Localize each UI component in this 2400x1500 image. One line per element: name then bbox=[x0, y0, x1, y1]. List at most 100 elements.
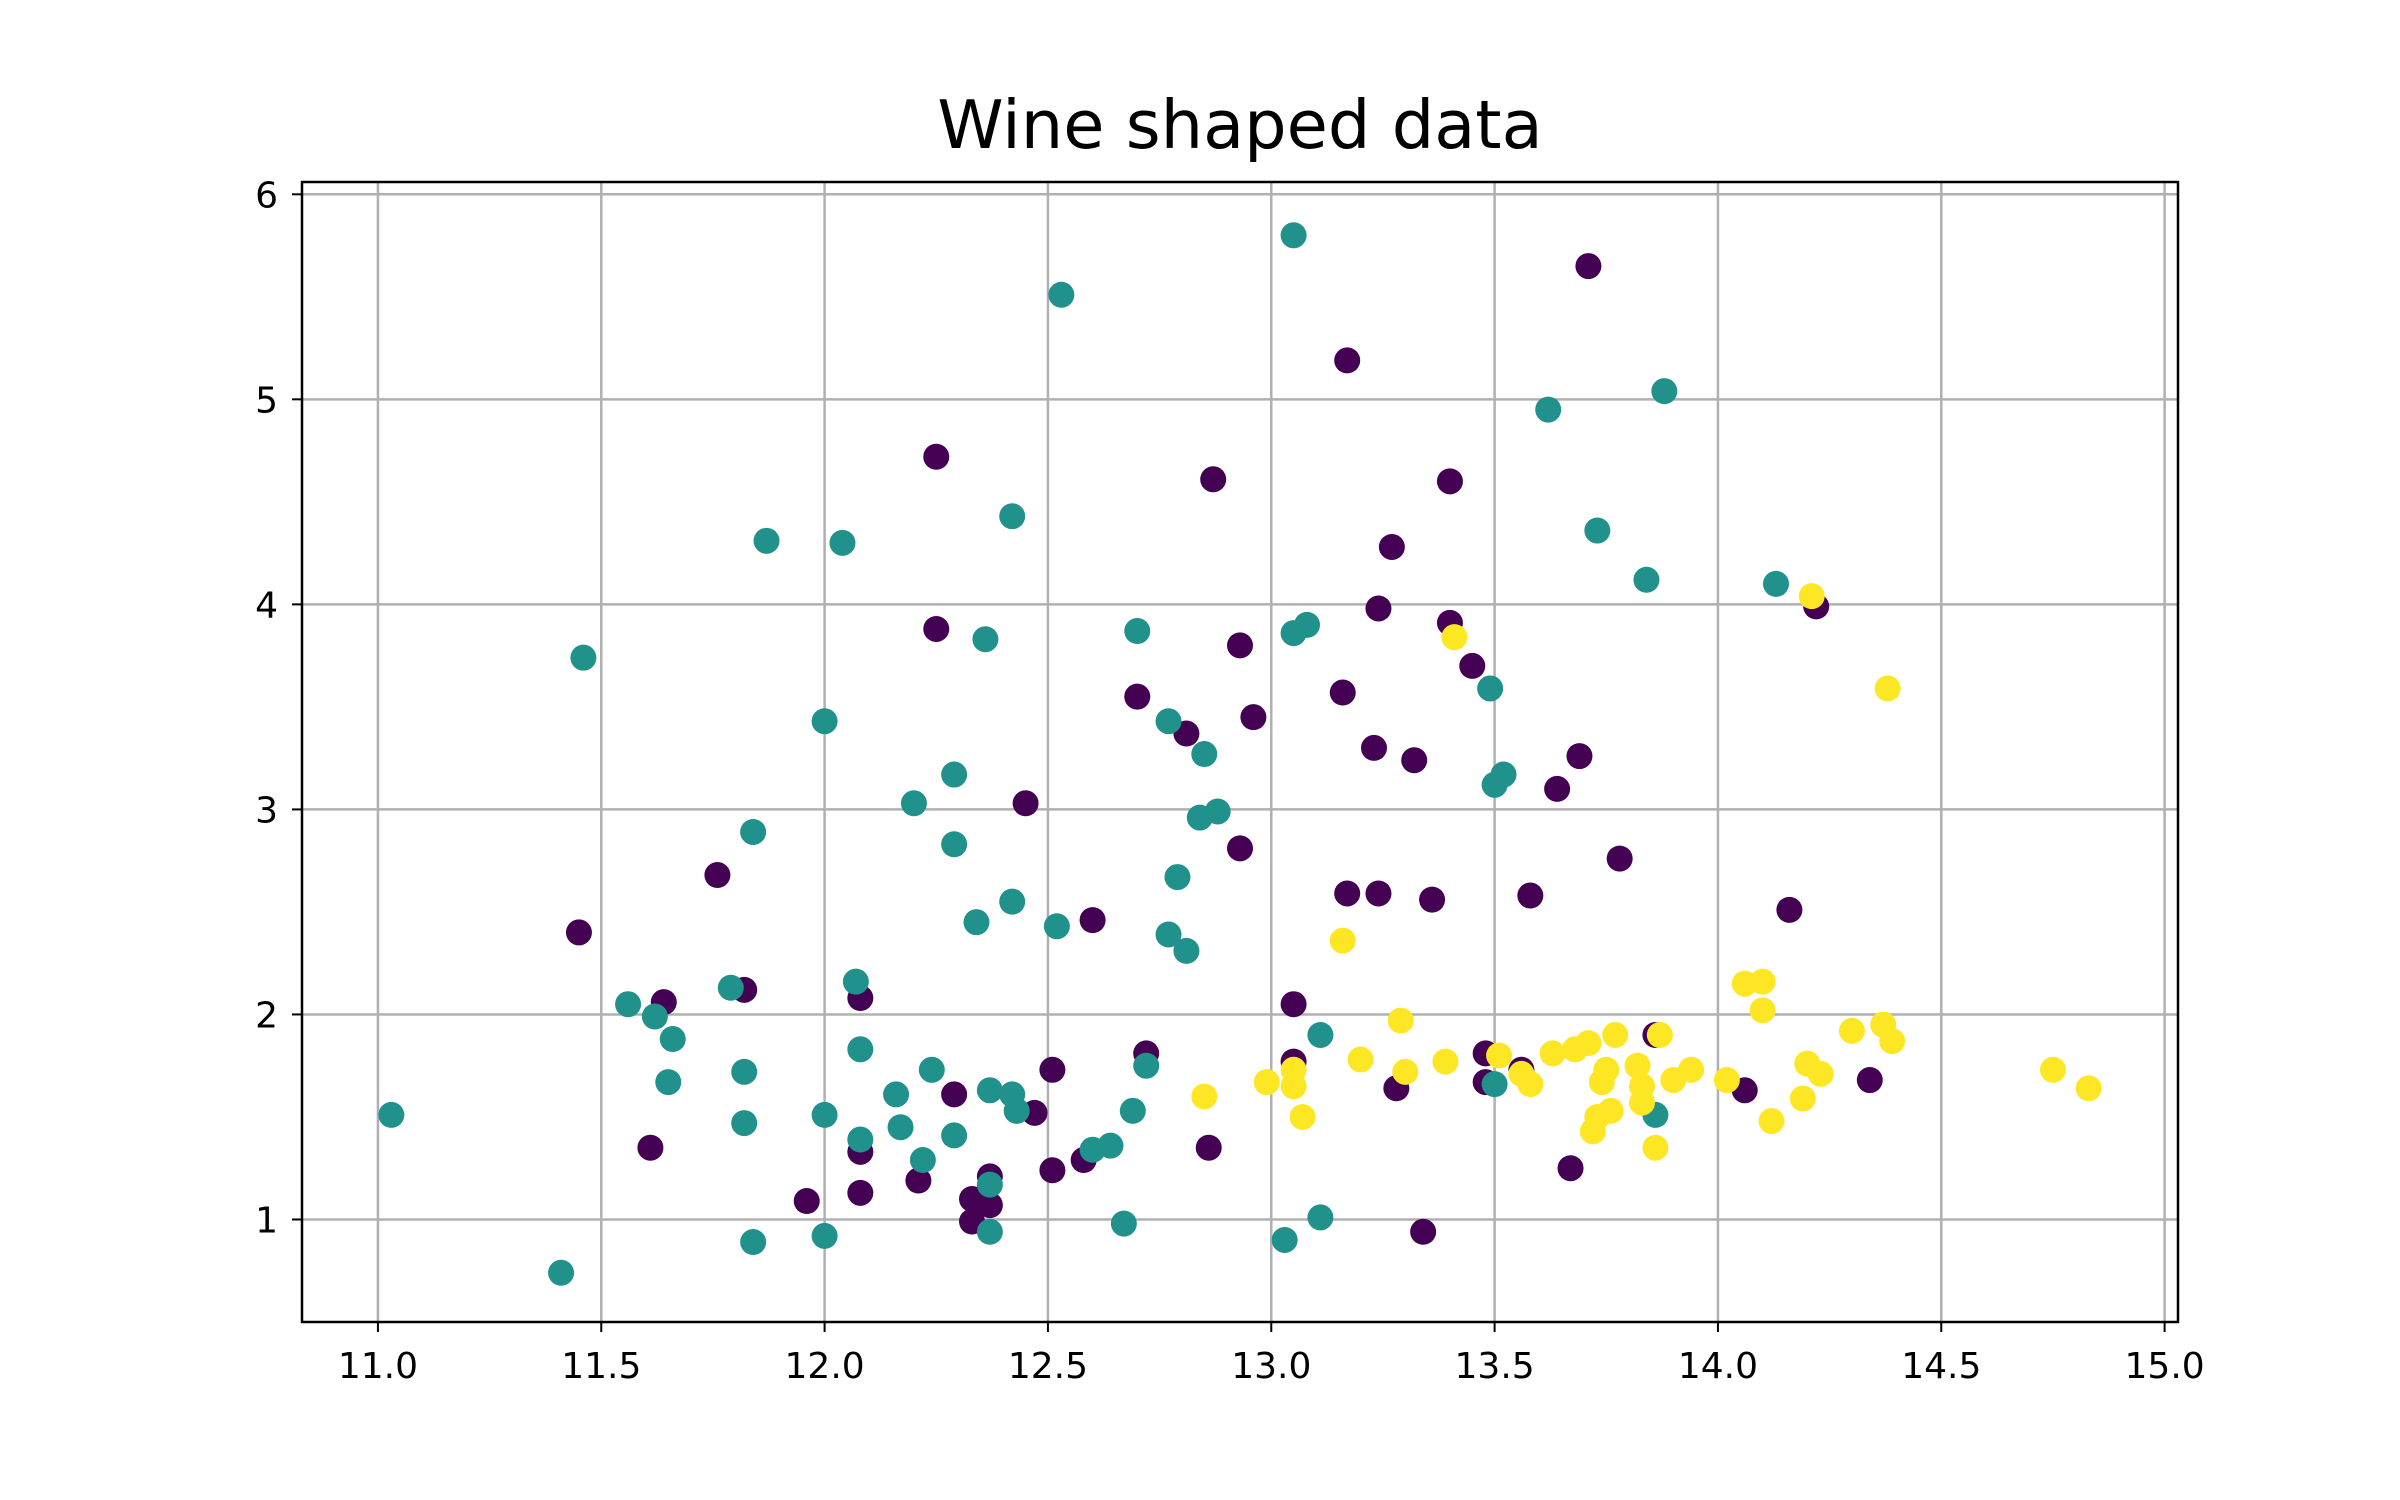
data-point bbox=[905, 1167, 932, 1194]
data-point bbox=[1838, 1017, 1865, 1044]
data-point bbox=[1544, 775, 1571, 802]
x-tick-label: 12.0 bbox=[785, 1346, 865, 1387]
data-point bbox=[1200, 466, 1227, 493]
data-point bbox=[1227, 835, 1253, 862]
data-point bbox=[793, 1188, 820, 1215]
data-point bbox=[1633, 566, 1660, 593]
data-point bbox=[1240, 704, 1267, 731]
data-point bbox=[1039, 1056, 1066, 1083]
data-point bbox=[1651, 378, 1678, 405]
data-point bbox=[1432, 1048, 1459, 1075]
data-point bbox=[1624, 1052, 1651, 1079]
y-tick-label: 1 bbox=[255, 1200, 278, 1241]
data-point bbox=[1749, 997, 1776, 1024]
data-point bbox=[1227, 632, 1253, 659]
data-point bbox=[1124, 618, 1151, 645]
data-point bbox=[1365, 880, 1392, 907]
data-point bbox=[1289, 1103, 1316, 1130]
data-point bbox=[976, 1171, 1003, 1198]
data-point bbox=[923, 443, 950, 470]
data-point bbox=[637, 1134, 664, 1161]
y-tick-label: 2 bbox=[255, 995, 278, 1036]
data-point bbox=[1602, 1021, 1629, 1048]
data-point bbox=[1459, 652, 1486, 679]
data-point bbox=[1879, 1028, 1906, 1055]
data-point bbox=[1039, 1157, 1066, 1184]
data-point bbox=[1294, 611, 1320, 638]
series-2 bbox=[1191, 583, 2102, 1161]
x-tick-label: 13.0 bbox=[1231, 1346, 1311, 1387]
series-1 bbox=[378, 222, 1789, 1286]
data-point bbox=[1347, 1046, 1374, 1073]
x-tick-label: 13.5 bbox=[1455, 1346, 1535, 1387]
data-point bbox=[1763, 570, 1789, 597]
data-point bbox=[1410, 1218, 1437, 1245]
data-point bbox=[717, 974, 744, 1001]
data-point bbox=[1807, 1060, 1834, 1087]
data-point bbox=[1280, 222, 1307, 249]
data-point bbox=[704, 862, 731, 889]
data-point bbox=[1789, 1085, 1816, 1112]
data-point bbox=[1517, 1071, 1544, 1098]
data-point bbox=[1856, 1067, 1883, 1094]
data-point bbox=[1441, 624, 1468, 651]
data-point bbox=[972, 626, 999, 653]
data-point bbox=[887, 1114, 914, 1141]
data-point bbox=[731, 1110, 758, 1137]
data-point bbox=[1173, 937, 1200, 964]
x-tick-label: 12.5 bbox=[1008, 1346, 1088, 1387]
data-point bbox=[842, 968, 869, 995]
data-point bbox=[1155, 921, 1182, 948]
data-point bbox=[1191, 741, 1218, 768]
data-point bbox=[1097, 1132, 1124, 1159]
data-point bbox=[1606, 845, 1633, 872]
y-tick-label: 3 bbox=[255, 790, 278, 831]
data-point bbox=[847, 1036, 874, 1063]
data-point bbox=[923, 615, 950, 642]
data-point bbox=[1043, 913, 1070, 940]
data-point bbox=[900, 790, 927, 817]
data-point bbox=[1749, 968, 1776, 995]
data-point bbox=[1012, 790, 1039, 817]
axes-frame bbox=[300, 180, 2180, 1324]
data-point bbox=[811, 708, 838, 735]
y-tick-label: 5 bbox=[255, 380, 278, 421]
data-point bbox=[1486, 1042, 1513, 1069]
data-point bbox=[655, 1069, 682, 1096]
data-point bbox=[1124, 683, 1151, 710]
data-point bbox=[1646, 1021, 1673, 1048]
data-point bbox=[1584, 517, 1611, 544]
chart-title: Wine shaped data bbox=[937, 86, 1542, 164]
data-point bbox=[1253, 1069, 1280, 1096]
data-point bbox=[941, 1122, 968, 1149]
data-point bbox=[641, 1003, 668, 1030]
data-point bbox=[1874, 675, 1901, 702]
data-point bbox=[659, 1026, 686, 1053]
data-point bbox=[1119, 1097, 1146, 1124]
axis-ticks: 11.0 11.5 12.0 12.5 13.0 13.5 14.0 14.5 15.0 1 2 3 4… bbox=[255, 175, 2205, 1387]
data-point bbox=[1629, 1089, 1655, 1116]
data-point bbox=[1776, 896, 1803, 923]
grid-lines bbox=[302, 182, 2178, 1322]
data-point bbox=[1079, 907, 1106, 934]
data-point bbox=[1133, 1052, 1160, 1079]
data-point bbox=[1280, 1073, 1307, 1100]
data-point bbox=[1378, 533, 1405, 560]
data-point bbox=[1566, 743, 1593, 770]
data-point bbox=[941, 831, 968, 858]
data-point bbox=[1271, 1226, 1298, 1253]
data-point bbox=[883, 1081, 910, 1108]
y-tick-label: 6 bbox=[255, 175, 278, 216]
x-tick-label: 14.5 bbox=[1901, 1346, 1981, 1387]
data-point bbox=[1329, 927, 1356, 954]
data-point bbox=[2075, 1075, 2102, 1102]
y-tick-label: 4 bbox=[255, 585, 278, 626]
data-point bbox=[829, 529, 856, 556]
data-point bbox=[1597, 1097, 1624, 1124]
data-point bbox=[1713, 1067, 1740, 1094]
data-point bbox=[1557, 1155, 1584, 1182]
data-point bbox=[1419, 886, 1446, 913]
data-point bbox=[1048, 281, 1075, 308]
data-point bbox=[1575, 253, 1602, 280]
data-point bbox=[976, 1218, 1003, 1245]
